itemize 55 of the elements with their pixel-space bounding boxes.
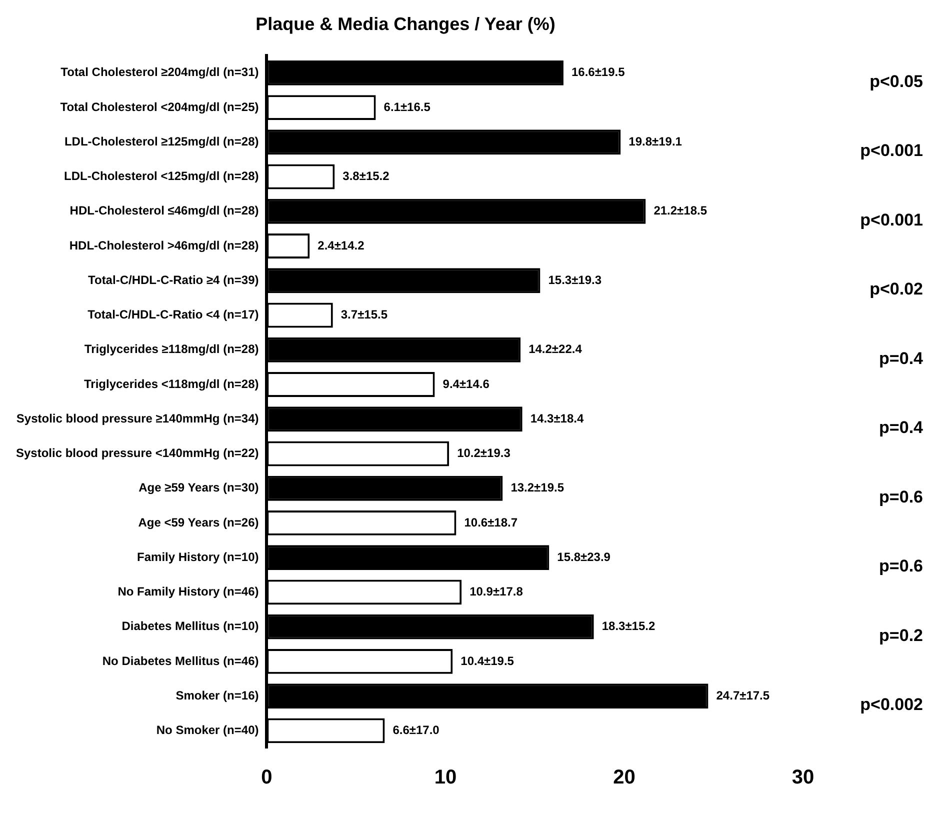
y-tick-label: Family History (n=10) xyxy=(137,550,259,564)
y-tick-label: LDL-Cholesterol ≥125mg/dl (n=28) xyxy=(64,134,259,148)
data-label: 6.1±16.5 xyxy=(384,100,431,114)
data-label: 14.2±22.4 xyxy=(528,342,582,356)
data-label: 10.9±17.8 xyxy=(470,584,524,599)
y-tick-label: Systolic blood pressure ≥140mmHg (n=34) xyxy=(16,411,259,426)
text: p=0.4 xyxy=(879,418,924,438)
data-label: 6.6±17.0 xyxy=(392,723,440,738)
y-tick-label: Systolic blood pressure <140mmHg (n=22) xyxy=(16,446,259,460)
y-tick-label: Triglycerides <118mg/dl (n=28) xyxy=(84,376,259,391)
y-tick-label: Age <59 Years (n=26) xyxy=(138,515,259,530)
y-tick-label: Triglycerides ≥118mg/dl (n=28) xyxy=(84,342,259,356)
y-tick-label: Smoker (n=16) xyxy=(176,688,259,702)
y-tick-label: No Diabetes Mellitus (n=46) xyxy=(102,654,259,668)
y-tick-label: Total-C/HDL-C-Ratio <4 (n=17) xyxy=(88,308,259,322)
y-tick-label: Age ≥59 Years (n=30) xyxy=(138,480,259,495)
text: p<0.002 xyxy=(860,695,923,714)
y-tick-label: Diabetes Mellitus (n=10) xyxy=(122,619,259,634)
x-tick-label: 20 xyxy=(613,766,636,789)
text: p=0.4 xyxy=(879,348,924,368)
y-tick-label: Total-C/HDL-C-Ratio ≥4 (n=39) xyxy=(88,272,259,287)
x-tick-label: 10 xyxy=(434,766,457,789)
text: p=0.6 xyxy=(879,556,923,576)
text: p=0.2 xyxy=(879,626,923,645)
data-label: 3.7±15.5 xyxy=(340,308,388,322)
data-label: 10.2±19.3 xyxy=(457,446,511,460)
data-label: 15.3±19.3 xyxy=(548,272,602,287)
data-label: 10.6±18.7 xyxy=(464,515,518,530)
y-tick-label: No Smoker (n=40) xyxy=(156,723,259,738)
data-label: 15.8±23.9 xyxy=(557,550,611,564)
data-label: 24.7±17.5 xyxy=(716,688,770,702)
data-label: 3.8±15.2 xyxy=(342,169,390,184)
data-label: 13.2±19.5 xyxy=(510,480,564,495)
x-tick-label: 0 xyxy=(261,766,272,789)
y-tick-label: No Family History (n=46) xyxy=(118,584,259,599)
data-label: 10.4±19.5 xyxy=(460,654,514,668)
y-tick-label: HDL-Cholesterol >46mg/dl (n=28) xyxy=(69,238,259,252)
x-tick-label: 30 xyxy=(792,766,814,789)
text: p<0.02 xyxy=(870,280,923,299)
text: p<0.001 xyxy=(860,141,923,160)
y-tick-label: HDL-Cholesterol ≤46mg/dl (n=28) xyxy=(70,204,259,218)
text: p<0.001 xyxy=(860,210,923,230)
data-label: 16.6±19.5 xyxy=(571,65,626,80)
data-label: 18.3±15.2 xyxy=(602,619,656,634)
data-label: 9.4±14.6 xyxy=(442,376,490,391)
data-label: 2.4±14.2 xyxy=(318,238,365,252)
y-tick-label: LDL-Cholesterol <125mg/dl (n=28) xyxy=(64,169,259,184)
data-label: 19.8±19.1 xyxy=(628,134,682,148)
text: p<0.05 xyxy=(870,72,923,91)
text: p=0.6 xyxy=(879,487,923,506)
data-label: 21.2±18.5 xyxy=(654,204,708,218)
chart-title: Plaque & Media Changes / Year (%) xyxy=(256,14,556,34)
y-tick-label: Total Cholesterol ≥204mg/dl (n=31) xyxy=(60,65,259,80)
data-label: 14.3±18.4 xyxy=(530,411,584,426)
y-tick-label: Total Cholesterol <204mg/dl (n=25) xyxy=(60,100,259,114)
